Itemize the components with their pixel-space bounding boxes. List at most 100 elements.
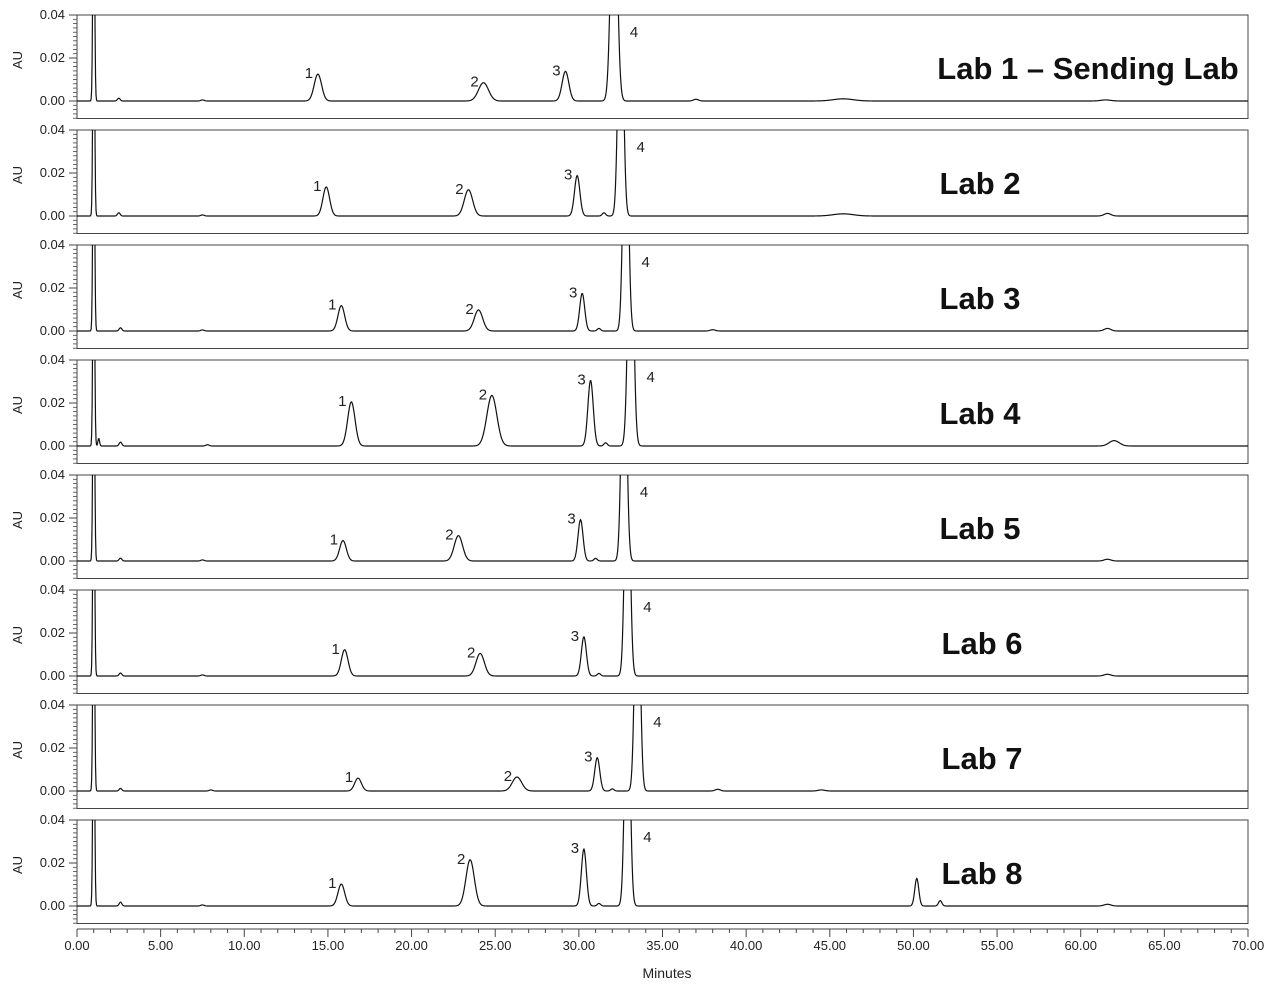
x-tick-label: 50.00 [897,938,930,953]
peak-label: 3 [571,628,579,645]
chromatogram-trace [77,245,1248,332]
chromatogram-trace [77,475,1248,562]
peak-label: 3 [567,511,575,528]
chromatogram-trace [77,360,1248,447]
peak-label: 4 [643,599,651,616]
peak-label: 2 [445,527,453,544]
lab-label: Lab 6 [942,626,1023,661]
x-tick-label: 70.00 [1232,938,1265,953]
peak-label: 1 [305,65,313,82]
y-tick-label: 0.02 [40,280,65,295]
x-tick-label: 30.00 [563,938,596,953]
x-axis-label: Minutes [642,965,691,981]
y-axis-label: AU [10,856,25,874]
x-tick-label: 65.00 [1148,938,1181,953]
peak-label: 1 [330,532,338,549]
chromatogram-trace [77,15,1248,102]
y-axis-label: AU [10,396,25,414]
panel-frame [76,589,1249,694]
lab-label: Lab 2 [940,166,1021,201]
peak-label: 4 [630,24,638,41]
peak-label: 4 [637,139,645,156]
x-tick-label: 20.00 [395,938,428,953]
y-tick-label: 0.02 [40,510,65,525]
peak-label: 3 [584,749,592,766]
y-tick-label: 0.02 [40,165,65,180]
peak-label: 3 [564,167,572,184]
panel-frame [76,819,1249,924]
y-axis-label: AU [10,741,25,759]
y-tick-label: 0.04 [40,352,65,367]
y-tick-label: 0.02 [40,625,65,640]
x-tick-label: 5.00 [148,938,173,953]
lab-label: Lab 7 [942,741,1023,776]
peak-label: 3 [569,284,577,301]
y-tick-label: 0.00 [40,93,65,108]
peak-label: 2 [479,386,487,403]
peak-label: 3 [577,371,585,388]
peak-label: 2 [467,644,475,661]
y-tick-label: 0.02 [40,740,65,755]
chromatogram-trace [77,590,1248,677]
y-tick-label: 0.04 [40,582,65,597]
y-tick-label: 0.00 [40,553,65,568]
peak-label: 4 [653,714,661,731]
y-tick-label: 0.00 [40,668,65,683]
x-tick-label: 0.00 [64,938,89,953]
x-tick-label: 45.00 [814,938,847,953]
y-tick-label: 0.04 [40,697,65,712]
peak-label: 4 [643,829,651,846]
peak-label: 1 [313,178,321,195]
y-tick-label: 0.02 [40,855,65,870]
lab-label: Lab 3 [940,281,1021,316]
peak-label: 2 [470,74,478,91]
peak-label: 2 [455,181,463,198]
peak-label: 3 [571,840,579,857]
lab-label: Lab 1 – Sending Lab [937,51,1238,86]
x-tick-label: 40.00 [730,938,763,953]
x-tick-label: 10.00 [228,938,261,953]
y-tick-label: 0.04 [40,467,65,482]
x-tick-label: 55.00 [981,938,1014,953]
y-tick-label: 0.00 [40,208,65,223]
chromatogram-trace [77,705,1248,792]
y-tick-label: 0.04 [40,7,65,22]
peak-label: 3 [552,62,560,79]
y-axis-label: AU [10,281,25,299]
y-tick-label: 0.02 [40,50,65,65]
y-tick-label: 0.00 [40,438,65,453]
chromatogram-trace [77,820,1248,907]
panel-frame [76,244,1249,349]
y-axis-label: AU [10,511,25,529]
x-tick-label: 60.00 [1064,938,1097,953]
y-tick-label: 0.00 [40,783,65,798]
y-tick-label: 0.00 [40,898,65,913]
peak-label: 2 [504,768,512,785]
peak-label: 4 [640,484,648,501]
y-axis-label: AU [10,51,25,69]
lab-label: Lab 8 [942,856,1023,891]
y-tick-label: 0.04 [40,122,65,137]
panel-frame [76,474,1249,579]
peak-label: 2 [465,301,473,318]
y-axis-label: AU [10,626,25,644]
y-tick-label: 0.04 [40,237,65,252]
y-tick-label: 0.00 [40,323,65,338]
x-tick-label: 15.00 [312,938,345,953]
panel-frame [76,359,1249,464]
lab-label: Lab 5 [940,511,1021,546]
panel-frame [76,704,1249,809]
x-tick-label: 35.00 [646,938,679,953]
lab-label: Lab 4 [940,396,1022,431]
peak-label: 1 [338,393,346,410]
panel-frame [76,129,1249,234]
peak-label: 4 [642,254,650,271]
y-axis-label: AU [10,166,25,184]
peak-label: 2 [457,851,465,868]
chromatogram-trace [77,130,1248,217]
peak-label: 1 [328,875,336,892]
peak-label: 4 [647,369,655,386]
peak-label: 1 [345,769,353,786]
